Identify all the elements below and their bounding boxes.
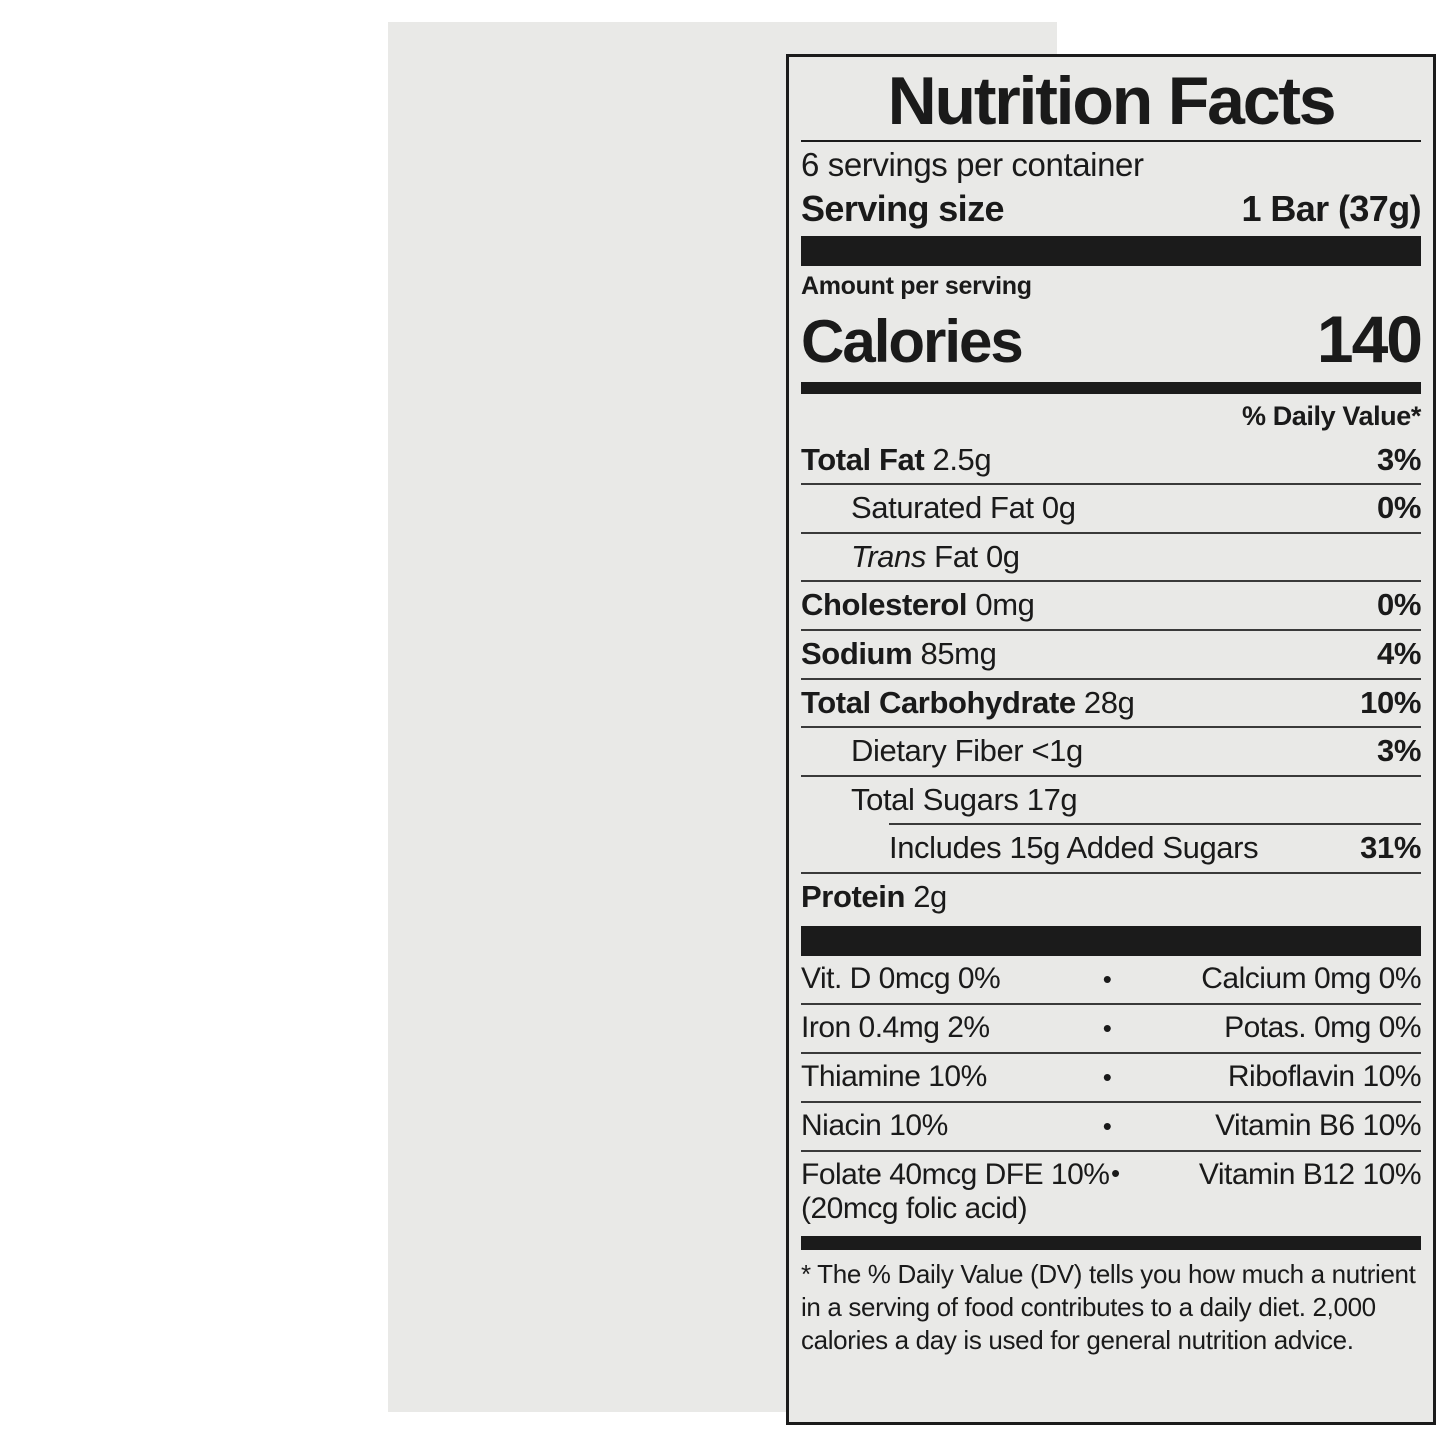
vitamin-row-divider: [801, 1003, 1421, 1006]
nutrient-amount: 17g: [1018, 781, 1078, 817]
nutrient-name: Total Carbohydrate 28g: [801, 684, 1135, 720]
nutrient-row-divider: [801, 677, 1421, 680]
nutrient-name: Saturated Fat 0g: [851, 490, 1076, 526]
nutrient-row-divider: [801, 580, 1421, 583]
vitamin-row: Thiamine 10% • Riboflavin 10%: [801, 1054, 1422, 1101]
bullet-separator-icon: •: [1102, 964, 1112, 995]
nutrient-daily-value: 0%: [1376, 490, 1421, 526]
nutrient-amount: 85mg: [912, 635, 997, 671]
nutrient-daily-value: 10%: [1360, 684, 1421, 720]
nutrient-daily-value: 4%: [1376, 635, 1421, 671]
nutrient-row-divider: [801, 726, 1421, 729]
nutrient-daily-value: 0%: [1376, 587, 1421, 623]
vitamin-right-value: Riboflavin 10%: [1227, 1059, 1422, 1093]
vitamin-list: Vit. D 0mcg 0% • Calcium 0mg 0% Iron 0.4mg …: [801, 956, 1422, 1232]
serving-size-label: Serving size: [801, 187, 1005, 229]
nutrient-row-divider: [889, 823, 1421, 826]
vitamin-row: Vit. D 0mcg 0% • Calcium 0mg 0%: [801, 956, 1422, 1003]
nutrient-name: Trans Fat 0g: [851, 538, 1020, 574]
page-title: Nutrition Facts: [887, 63, 1337, 139]
daily-value-footnote: * The % Daily Value (DV) tells you how m…: [801, 1259, 1416, 1356]
vitamin-left-value: Iron 0.4mg 2%: [801, 1011, 990, 1045]
divider-bar-below-calories: [801, 381, 1421, 394]
nutrient-row: Trans Fat 0g: [801, 534, 1421, 581]
divider-bar-below-protein: [801, 926, 1421, 957]
nutrient-name: Sodium 85mg: [801, 635, 997, 671]
bullet-separator-icon: •: [1111, 1157, 1120, 1188]
vitamin-row-divider: [801, 1100, 1421, 1103]
serving-size-value: 1 Bar (37g): [1241, 187, 1422, 229]
vitamin-row-folate: Folate 40mcg DFE 10% (20mcg folic acid) • V…: [801, 1152, 1422, 1232]
nutrient-name: Dietary Fiber <1g: [851, 733, 1083, 769]
vitamin-row: Iron 0.4mg 2% • Potas. 0mg 0%: [801, 1005, 1422, 1052]
nutrient-amount: 28g: [1075, 684, 1135, 720]
vitamin-left-value: Thiamine 10%: [801, 1059, 987, 1093]
serving-size-row: Serving size 1 Bar (37g): [801, 186, 1422, 230]
nutrient-row-divider: [801, 531, 1421, 534]
vitamin-b12-value: Vitamin B12 10%: [1198, 1157, 1422, 1191]
nutrient-row: Sodium 85mg 4%: [801, 631, 1421, 678]
nutrient-name: Cholesterol 0mg: [801, 587, 1035, 623]
calories-value: 140: [1316, 301, 1423, 376]
nutrition-facts-panel: Nutrition Facts 6 servings per container…: [786, 54, 1436, 1425]
vitamin-right-value: Potas. 0mg 0%: [1224, 1011, 1421, 1045]
folate-folic-acid-value: (20mcg folic acid): [801, 1192, 1028, 1226]
nutrient-daily-value: 3%: [1376, 733, 1421, 769]
vitamin-left-value: Niacin 10%: [801, 1108, 948, 1142]
servings-per-container: 6 servings per container: [801, 146, 1144, 184]
vitamin-right-value: Vitamin B6 10%: [1215, 1108, 1421, 1142]
nutrient-amount: 0g: [1033, 490, 1076, 526]
nutrient-amount: Fat 0g: [925, 538, 1020, 574]
nutrient-name: Includes 15g Added Sugars: [889, 830, 1259, 866]
vitamin-right-value: Calcium 0mg 0%: [1201, 962, 1421, 996]
nutrient-row: Cholesterol 0mg 0%: [801, 582, 1421, 629]
calories-row: Calories 140: [801, 301, 1423, 377]
nutrient-row: Total Fat 2.5g 3%: [801, 437, 1421, 484]
nutrient-row: Protein 2g: [801, 874, 1421, 921]
vitamin-row-divider: [801, 1149, 1421, 1152]
nutrient-row: Total Carbohydrate 28g 10%: [801, 680, 1421, 727]
nutrient-name: Total Sugars 17g: [851, 781, 1078, 817]
nutrient-daily-value: 31%: [1360, 830, 1421, 866]
divider-bar-thick-top: [801, 235, 1421, 266]
nutrient-amount: 0mg: [967, 587, 1035, 623]
nutrient-row-divider: [801, 774, 1421, 777]
nutrient-row: Includes 15g Added Sugars 31%: [801, 825, 1421, 872]
nutrient-name: Total Fat 2.5g: [801, 441, 992, 477]
nutrition-label-card: Nutrition Facts 6 servings per container…: [388, 22, 1436, 1425]
nutrient-row: Saturated Fat 0g 0%: [801, 485, 1421, 532]
vitamin-row-divider: [801, 1051, 1421, 1054]
vitamin-row: Niacin 10% • Vitamin B6 10%: [801, 1103, 1422, 1150]
folate-value: Folate 40mcg DFE 10% (20mcg folic acid): [801, 1157, 1110, 1226]
nutrient-list: Total Fat 2.5g 3% Saturated Fat 0g 0% Trans …: [801, 437, 1421, 921]
bullet-separator-icon: •: [1102, 1061, 1112, 1092]
vitamin-left-value: Vit. D 0mcg 0%: [801, 962, 1001, 996]
nutrient-row: Dietary Fiber <1g 3%: [801, 728, 1421, 775]
bullet-separator-icon: •: [1102, 1013, 1112, 1044]
divider-bar-above-footnote: [801, 1236, 1421, 1251]
nutrient-amount: 2.5g: [924, 441, 992, 477]
nutrient-amount: <1g: [1023, 733, 1083, 769]
title-divider: [801, 140, 1421, 143]
bullet-separator-icon: •: [1102, 1110, 1112, 1141]
daily-value-header: % Daily Value*: [1242, 400, 1421, 431]
calories-label: Calories: [801, 307, 1024, 375]
nutrient-row: Total Sugars 17g: [801, 777, 1421, 824]
nutrient-row-divider: [801, 483, 1421, 486]
nutrient-row-divider: [801, 628, 1421, 631]
nutrient-amount: 2g: [905, 878, 947, 914]
nutrient-daily-value: 3%: [1376, 441, 1421, 477]
nutrient-row-divider: [801, 871, 1421, 874]
nutrient-name: Protein 2g: [801, 878, 947, 914]
amount-per-serving-label: Amount per serving: [801, 271, 1032, 300]
